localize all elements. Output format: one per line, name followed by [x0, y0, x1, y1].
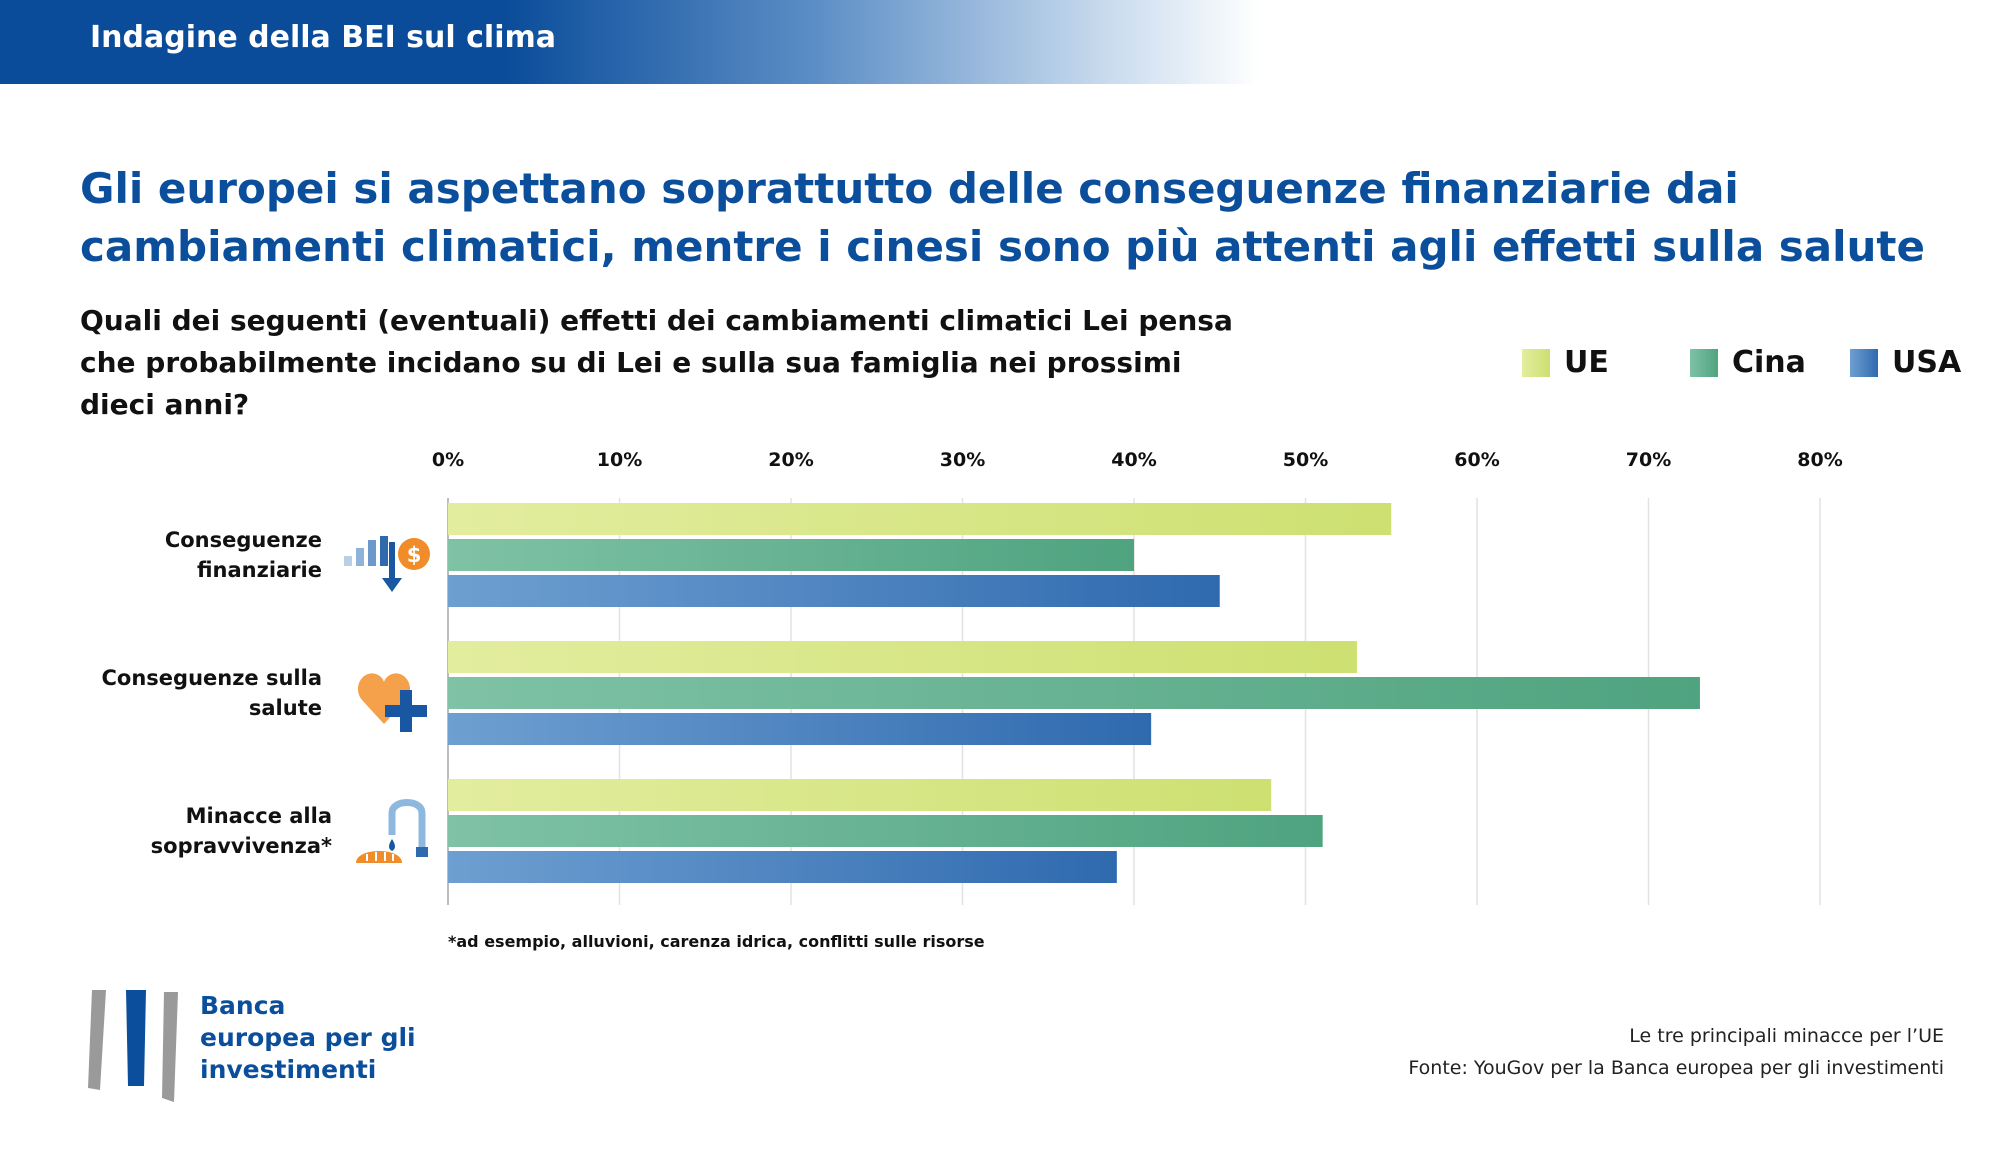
category-label-line: salute [248, 696, 322, 720]
bar-cina [448, 677, 1700, 709]
legend-item-cina: Cina [1690, 345, 1806, 380]
x-tick-label: 70% [1626, 449, 1671, 471]
source-line: Fonte: YouGov per la Banca europea per g… [1408, 1057, 1944, 1079]
chart-question: Quali dei seguenti (eventuali) effetti d… [80, 304, 1233, 421]
eib-logo-icon [88, 990, 178, 1102]
legend-swatch-cina [1690, 348, 1718, 377]
x-tick-label: 50% [1283, 449, 1328, 471]
bar-cina [448, 539, 1134, 571]
legend-swatch-ue [1522, 348, 1550, 377]
bar-ue [448, 779, 1272, 811]
bar-cina [448, 815, 1323, 847]
legend-label-cina: Cina [1732, 345, 1806, 380]
bar-ue [448, 641, 1357, 673]
legend-swatch-usa [1850, 348, 1878, 377]
bar-ue [448, 503, 1392, 535]
bar-usa [448, 713, 1152, 745]
category-label-finanziarie: Conseguenze finanziarie [82, 525, 322, 585]
finance-icon: $ [344, 536, 430, 592]
footnote: *ad esempio, alluvioni, carenza idrica, … [448, 932, 985, 951]
header-title: Indagine della BEI sul clima [90, 20, 556, 55]
x-tick-label: 20% [768, 449, 813, 471]
category-label-line: Conseguenze [164, 528, 322, 552]
x-tick-label: 30% [940, 449, 985, 471]
category-label-sopravvivenza: Minacce alla sopravvivenza* [92, 801, 332, 861]
x-tick-label: 0% [432, 449, 464, 471]
x-tick-label: 80% [1797, 449, 1842, 471]
logo-line: europea per gli [200, 1023, 416, 1052]
eib-logo-text: Banca europea per gli investimenti [200, 990, 416, 1086]
logo-line: investimenti [200, 1055, 377, 1084]
logo-line: Banca [200, 991, 286, 1020]
bar-usa [448, 575, 1220, 607]
survival-icon [356, 799, 428, 863]
legend-label-ue: UE [1564, 345, 1609, 380]
x-tick-label: 40% [1111, 449, 1156, 471]
x-tick-label: 10% [597, 449, 642, 471]
legend-item-ue: UE [1522, 345, 1609, 380]
legend-item-usa: USA [1850, 345, 1961, 380]
category-label-salute: Conseguenze sulla salute [82, 663, 323, 723]
category-label-line: Conseguenze sulla [101, 666, 323, 690]
x-tick-label: 60% [1454, 449, 1499, 471]
legend-label-usa: USA [1892, 345, 1962, 380]
health-icon [357, 673, 427, 732]
category-label-line: finanziarie [196, 558, 322, 582]
source-line: Le tre principali minacce per l’UE [1629, 1025, 1944, 1047]
source-note: Le tre principali minacce per l’UE Fonte… [1408, 1020, 1944, 1084]
page-title: Gli europei si aspettano soprattutto del… [80, 164, 1925, 271]
bar-usa [448, 851, 1117, 883]
header-band [0, 0, 1260, 84]
category-label-line: sopravvivenza* [150, 834, 332, 858]
category-label-line: Minacce alla [185, 804, 332, 828]
svg-text:$: $ [407, 543, 422, 567]
